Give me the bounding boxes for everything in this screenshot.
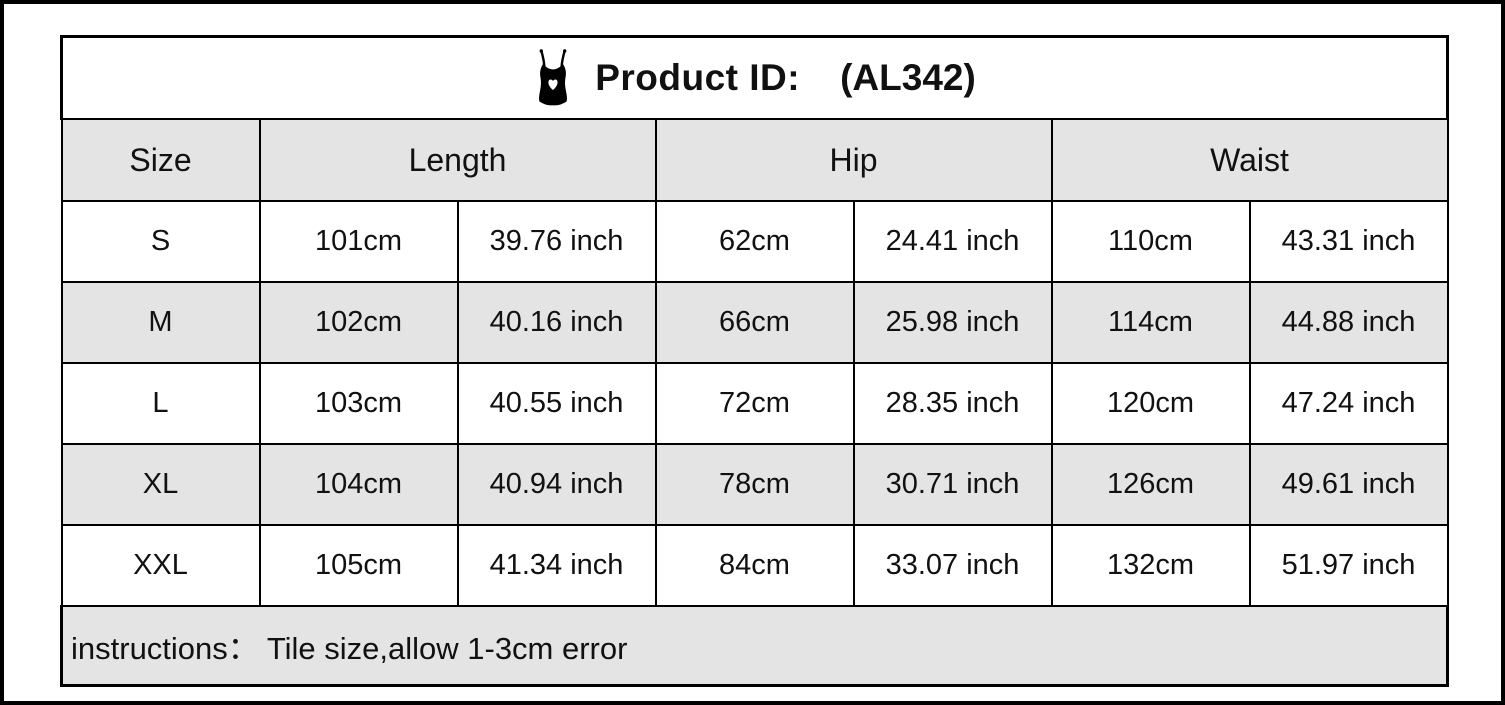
length-in-cell: 40.55 inch — [456, 362, 657, 445]
length-cm-cell: 104cm — [258, 443, 459, 526]
length-in-cell: 41.34 inch — [456, 524, 657, 607]
waist-cm-cell: 132cm — [1050, 524, 1251, 607]
waist-cm-cell: 120cm — [1050, 362, 1251, 445]
camisole-dress-icon — [533, 47, 573, 109]
hip-cm-cell: 78cm — [654, 443, 855, 526]
instructions-text: instructions： Tile size,allow 1-3cm erro… — [60, 605, 1449, 687]
length-in-cell: 40.94 inch — [456, 443, 657, 526]
length-in-cell: 39.76 inch — [456, 200, 657, 283]
column-header-length: Length — [258, 118, 657, 202]
product-id-value: (AL342) — [840, 57, 976, 98]
size-cell: L — [60, 362, 261, 445]
column-header-waist: Waist — [1050, 118, 1449, 202]
length-in-cell: 40.16 inch — [456, 281, 657, 364]
hip-in-cell: 28.35 inch — [852, 362, 1053, 445]
hip-in-cell: 24.41 inch — [852, 200, 1053, 283]
length-cm-cell: 103cm — [258, 362, 459, 445]
waist-in-cell: 47.24 inch — [1248, 362, 1449, 445]
size-cell: XXL — [60, 524, 261, 607]
product-id-label: Product ID: — [595, 57, 801, 98]
product-id-row: Product ID: (AL342) — [60, 35, 1449, 120]
size-cell: XL — [60, 443, 261, 526]
column-header-size: Size — [60, 118, 261, 202]
hip-cm-cell: 62cm — [654, 200, 855, 283]
table-row-m: M 102cm 40.16 inch 66cm 25.98 inch 114cm… — [60, 281, 1449, 364]
hip-cm-cell: 72cm — [654, 362, 855, 445]
column-header-hip: Hip — [654, 118, 1053, 202]
instructions-row: instructions： Tile size,allow 1-3cm erro… — [60, 605, 1449, 687]
waist-in-cell: 51.97 inch — [1248, 524, 1449, 607]
length-cm-cell: 102cm — [258, 281, 459, 364]
length-cm-cell: 101cm — [258, 200, 459, 283]
size-cell: S — [60, 200, 261, 283]
size-chart-table: Product ID: (AL342) Size Length Hip Wais… — [60, 35, 1449, 687]
hip-cm-cell: 84cm — [654, 524, 855, 607]
hip-cm-cell: 66cm — [654, 281, 855, 364]
waist-cm-cell: 126cm — [1050, 443, 1251, 526]
size-cell: M — [60, 281, 261, 364]
table-row-l: L 103cm 40.55 inch 72cm 28.35 inch 120cm… — [60, 362, 1449, 445]
hip-in-cell: 30.71 inch — [852, 443, 1053, 526]
length-cm-cell: 105cm — [258, 524, 459, 607]
product-id-cell: Product ID: (AL342) — [60, 35, 1449, 120]
column-header-row: Size Length Hip Waist — [60, 118, 1449, 202]
waist-cm-cell: 110cm — [1050, 200, 1251, 283]
table-row-xxl: XXL 105cm 41.34 inch 84cm 33.07 inch 132… — [60, 524, 1449, 607]
hip-in-cell: 25.98 inch — [852, 281, 1053, 364]
table-row-s: S 101cm 39.76 inch 62cm 24.41 inch 110cm… — [60, 200, 1449, 283]
waist-in-cell: 44.88 inch — [1248, 281, 1449, 364]
hip-in-cell: 33.07 inch — [852, 524, 1053, 607]
table-row-xl: XL 104cm 40.94 inch 78cm 30.71 inch 126c… — [60, 443, 1449, 526]
waist-cm-cell: 114cm — [1050, 281, 1251, 364]
waist-in-cell: 49.61 inch — [1248, 443, 1449, 526]
waist-in-cell: 43.31 inch — [1248, 200, 1449, 283]
